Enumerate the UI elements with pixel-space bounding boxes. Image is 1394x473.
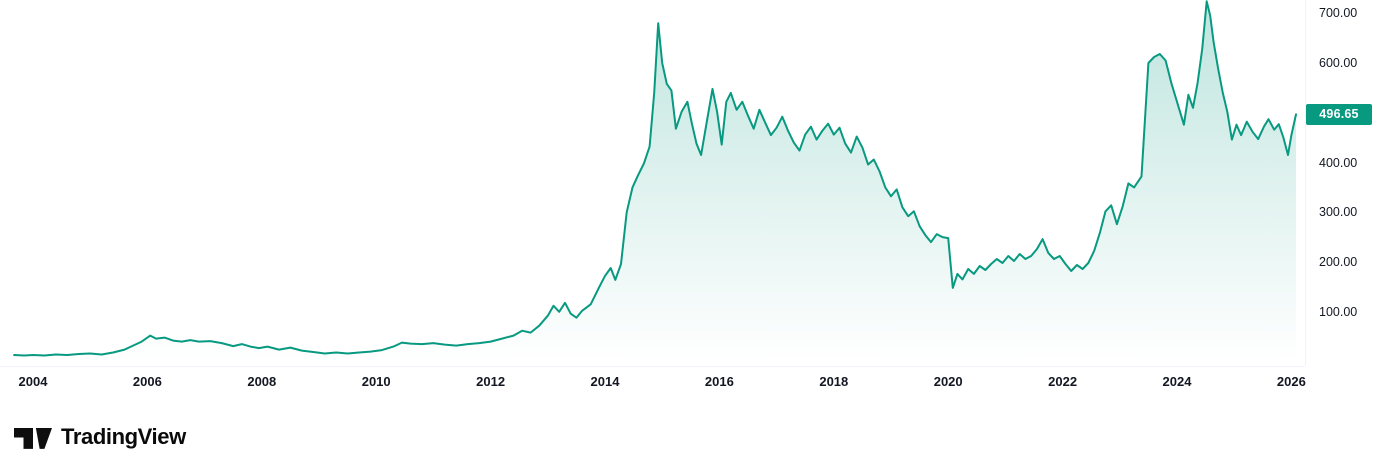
time-tick-label: 2016 bbox=[704, 374, 734, 389]
price-line bbox=[13, 0, 1297, 357]
time-tick-label: 2006 bbox=[132, 374, 162, 389]
price-tick-label: 300.00 bbox=[1319, 205, 1358, 220]
last-price-badge: 496.65 bbox=[1306, 103, 1372, 125]
tradingview-wordmark: TradingView bbox=[61, 424, 186, 449]
time-tick-label: 2018 bbox=[819, 374, 849, 389]
price-axis[interactable]: 700.00 600.00 400.00 300.00 200.00 100.00 bbox=[1305, 0, 1394, 366]
price-tick-label: 400.00 bbox=[1319, 155, 1358, 170]
time-tick-label: 2014 bbox=[590, 374, 620, 389]
time-tick-label: 2008 bbox=[247, 374, 277, 389]
time-axis[interactable]: 2004 2006 2008 2010 2012 2014 2016 2018 2020 2022… bbox=[0, 366, 1306, 397]
price-area-chart[interactable] bbox=[0, 0, 1305, 366]
time-tick-label: 2020 bbox=[933, 374, 963, 389]
time-tick-label: 2004 bbox=[18, 374, 48, 389]
time-tick-label: 2022 bbox=[1048, 374, 1078, 389]
area-fill bbox=[14, 1, 1297, 364]
tradingview-attribution[interactable]: TradingView bbox=[14, 419, 186, 455]
price-tick-label: 600.00 bbox=[1319, 56, 1358, 70]
time-tick-label: 2026 bbox=[1276, 374, 1306, 389]
time-tick-label: 2024 bbox=[1162, 374, 1192, 389]
price-tick-label: 700.00 bbox=[1319, 6, 1358, 21]
time-tick-label: 2010 bbox=[361, 374, 391, 389]
tradingview-logo-icon bbox=[14, 427, 52, 449]
price-tick-label: 200.00 bbox=[1319, 255, 1358, 269]
time-tick-label: 2012 bbox=[476, 374, 506, 389]
price-tick-label: 100.00 bbox=[1319, 304, 1358, 319]
